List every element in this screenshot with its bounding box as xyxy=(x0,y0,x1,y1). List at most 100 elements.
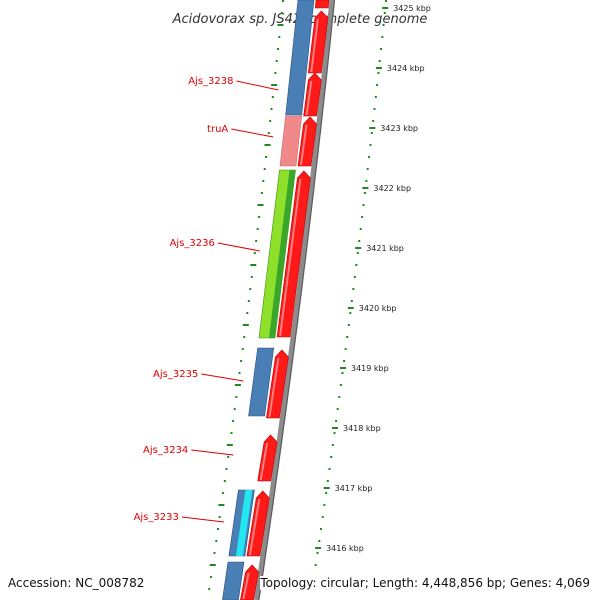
reverse-cds-ajs-3238 xyxy=(285,0,315,116)
outer-tick-minor xyxy=(330,456,333,458)
inner-tick-minor xyxy=(260,192,263,194)
outer-tick-minor xyxy=(346,336,349,338)
gene-label-trua: truA xyxy=(207,124,228,135)
outer-tick-major xyxy=(332,427,338,429)
inner-tick-major xyxy=(226,444,233,446)
inner-tick-minor xyxy=(247,300,250,302)
outer-tick-minor xyxy=(372,120,375,122)
forward-cds-bottom-highlight xyxy=(242,572,250,600)
inner-tick-minor xyxy=(280,12,283,14)
inner-tick-minor xyxy=(277,48,279,50)
outer-tick-minor xyxy=(374,96,377,98)
outer-tick-major xyxy=(355,247,362,249)
inner-tick-major xyxy=(242,324,249,326)
outer-tick-minor xyxy=(385,0,387,2)
outer-tick-major xyxy=(340,367,346,369)
inner-tick-minor xyxy=(241,348,244,350)
scale-label-3425-kbp: 3425 kbp xyxy=(393,4,431,13)
inner-tick-minor xyxy=(225,468,228,470)
inner-tick-minor xyxy=(250,276,253,278)
gene-label-ajs-3234: Ajs_3234 xyxy=(143,445,188,456)
inner-tick-minor xyxy=(255,240,258,242)
outer-tick-minor xyxy=(326,480,329,482)
gene-label-ajs-3238-leader xyxy=(236,80,279,91)
outer-tick-marks xyxy=(311,0,389,590)
inner-tick-minor xyxy=(240,360,243,362)
inner-tick-minor xyxy=(243,336,246,338)
outer-tick-minor xyxy=(365,180,368,182)
inner-tick-major xyxy=(209,564,216,566)
outer-tick-major xyxy=(369,127,376,129)
outer-tick-minor xyxy=(355,264,358,266)
inner-tick-minor xyxy=(222,492,225,494)
inner-tick-marks xyxy=(208,0,284,590)
forward-cds-ajs-3238-adj-highlight xyxy=(310,18,319,73)
scale-label-3417-kbp: 3417 kbp xyxy=(335,484,373,493)
reverse-cds-ajs-3235 xyxy=(248,347,275,417)
inner-tick-minor xyxy=(282,0,284,2)
gene-label-ajs-3235-leader xyxy=(201,373,244,382)
inner-tick-major xyxy=(277,24,284,26)
inner-tick-minor xyxy=(233,408,236,410)
inner-tick-minor xyxy=(278,36,281,38)
outer-tick-minor xyxy=(368,156,371,158)
reverse-cds-ajs-3236-shade xyxy=(269,170,296,338)
inner-tick-major xyxy=(257,204,264,206)
outer-tick-minor xyxy=(350,300,353,302)
outer-tick-major xyxy=(347,307,354,309)
inner-tick-minor xyxy=(263,168,266,170)
outer-tick-minor xyxy=(349,312,352,314)
outer-tick-minor xyxy=(328,468,331,470)
outer-tick-minor xyxy=(381,36,384,38)
forward-cds-top xyxy=(314,0,330,9)
outer-tick-minor xyxy=(377,72,380,74)
gene-label-ajs-3236: Ajs_3236 xyxy=(170,238,215,249)
inner-tick-major xyxy=(234,384,241,386)
outer-tick-major xyxy=(323,487,330,489)
inner-tick-major xyxy=(264,144,271,146)
inner-tick-minor xyxy=(270,108,273,110)
forward-cds-trua-highlight xyxy=(300,124,308,166)
inner-tick-minor xyxy=(269,120,272,122)
scale-label-3416-kbp: 3416 kbp xyxy=(326,544,364,553)
outer-tick-minor xyxy=(363,192,366,194)
outer-tick-minor xyxy=(382,24,385,26)
outer-tick-minor xyxy=(378,60,381,62)
inner-tick-minor xyxy=(246,312,249,314)
backbone xyxy=(253,0,336,600)
outer-tick-minor xyxy=(323,504,326,506)
inner-tick-minor xyxy=(238,372,241,374)
outer-tick-minor xyxy=(344,348,347,350)
outer-tick-minor xyxy=(366,168,369,170)
gene-label-ajs-3235: Ajs_3235 xyxy=(153,369,198,380)
inner-tick-major xyxy=(250,264,257,266)
inner-tick-minor xyxy=(271,96,274,98)
inner-tick-minor xyxy=(274,72,277,74)
topology-text: Topology: circular; Length: 4,448,856 bp… xyxy=(260,576,590,590)
outer-tick-minor xyxy=(376,84,379,86)
forward-cds-ajs-3234-highlight xyxy=(259,442,269,481)
reverse-cds-ajs-3233-cyan xyxy=(235,490,253,556)
scale-label-3423-kbp: 3423 kbp xyxy=(380,124,418,133)
gene-label-trua-leader xyxy=(231,128,274,138)
outer-tick-minor xyxy=(373,108,376,110)
gene-label-ajs-3238: Ajs_3238 xyxy=(188,76,233,87)
inner-tick-minor xyxy=(227,456,230,458)
outer-tick-minor xyxy=(338,396,341,398)
outer-tick-minor xyxy=(359,228,362,230)
outer-tick-minor xyxy=(358,240,361,242)
reverse-strand-genes xyxy=(222,0,315,600)
outer-tick-minor xyxy=(343,360,346,362)
outer-tick-minor xyxy=(331,444,334,446)
forward-cds-ajs-3233-highlight xyxy=(248,498,261,556)
outer-tick-major xyxy=(315,547,322,549)
forward-strand-genes xyxy=(240,0,330,600)
inner-tick-minor xyxy=(267,132,270,134)
forward-cds-ajs-3236-highlight xyxy=(279,178,302,337)
reverse-cds-trua xyxy=(279,115,302,167)
outer-tick-minor xyxy=(314,564,317,566)
reverse-cds-bottom xyxy=(222,561,245,600)
forward-cds-ajs-3238-highlight xyxy=(305,80,313,116)
inner-tick-minor xyxy=(223,480,226,482)
